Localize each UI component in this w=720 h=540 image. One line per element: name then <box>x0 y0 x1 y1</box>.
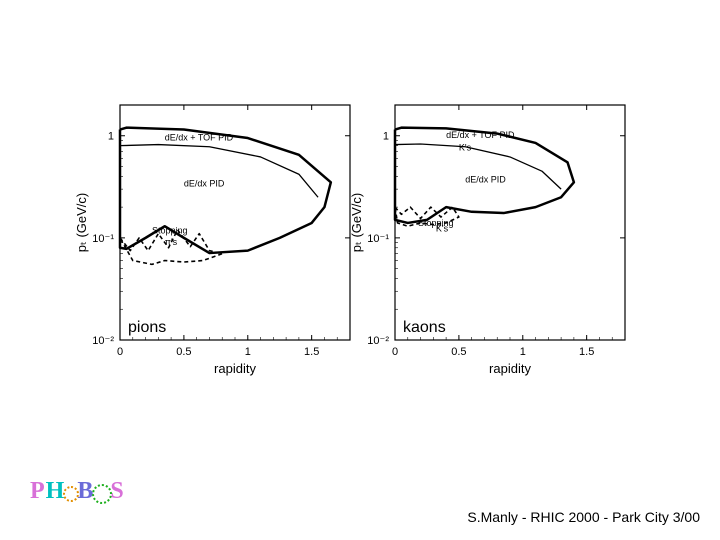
region-label: dE/dx + TOF PID <box>446 130 515 140</box>
phobos-logo: PHBS <box>30 477 125 505</box>
x-tick-label: 0.5 <box>451 346 466 358</box>
x-axis-label: rapidity <box>214 361 256 376</box>
x-tick-label: 1 <box>245 346 251 358</box>
y-tick-label: 1 <box>383 131 389 143</box>
y-tick-label: 10⁻² <box>367 335 389 347</box>
logo-letter: S <box>110 478 124 505</box>
y-tick-label: 10⁻¹ <box>367 233 389 245</box>
region-label: Stopping <box>152 226 188 236</box>
y-axis-label: pₜ (GeV/c) <box>349 193 364 252</box>
y-tick-label: 10⁻¹ <box>92 233 114 245</box>
acceptance-plot-pions: 0 0.5 1 1.5 10⁻² 10⁻¹ 1 rapidity pₜ (GeV/c) pions… <box>72 95 360 385</box>
x-tick-label: 0 <box>117 346 123 358</box>
plot-frame <box>120 105 350 340</box>
x-tick-label: 0.5 <box>176 346 191 358</box>
acceptance-plot-kaons: 0 0.5 1 1.5 10⁻² 10⁻¹ 1 rapidity pₜ (GeV/c) kaons… <box>347 95 635 385</box>
y-tick-label: 10⁻² <box>92 335 114 347</box>
x-tick-label: 0 <box>392 346 398 358</box>
region-label: dE/dx + TOF PID <box>165 132 234 142</box>
x-tick-label: 1 <box>520 346 526 358</box>
panel-title: pions <box>128 319 166 336</box>
x-axis-label: rapidity <box>489 361 531 376</box>
logo-gear-icon <box>92 484 112 504</box>
x-tick-label: 1.5 <box>304 346 319 358</box>
y-tick-label: 1 <box>108 131 114 143</box>
footer-text: S.Manly - RHIC 2000 - Park City 3/00 <box>467 509 700 525</box>
region-label: K's <box>459 142 472 152</box>
region-label: K's <box>436 224 449 234</box>
region-label: π's <box>165 237 178 247</box>
y-axis-label: pₜ (GeV/c) <box>74 193 89 252</box>
logo-letter: P <box>30 478 46 505</box>
x-tick-label: 1.5 <box>579 346 594 358</box>
logo-gear-icon <box>63 486 79 502</box>
region-label: dE/dx PID <box>184 178 225 188</box>
panel-title: kaons <box>403 319 446 336</box>
region-label: dE/dx PID <box>465 174 506 184</box>
